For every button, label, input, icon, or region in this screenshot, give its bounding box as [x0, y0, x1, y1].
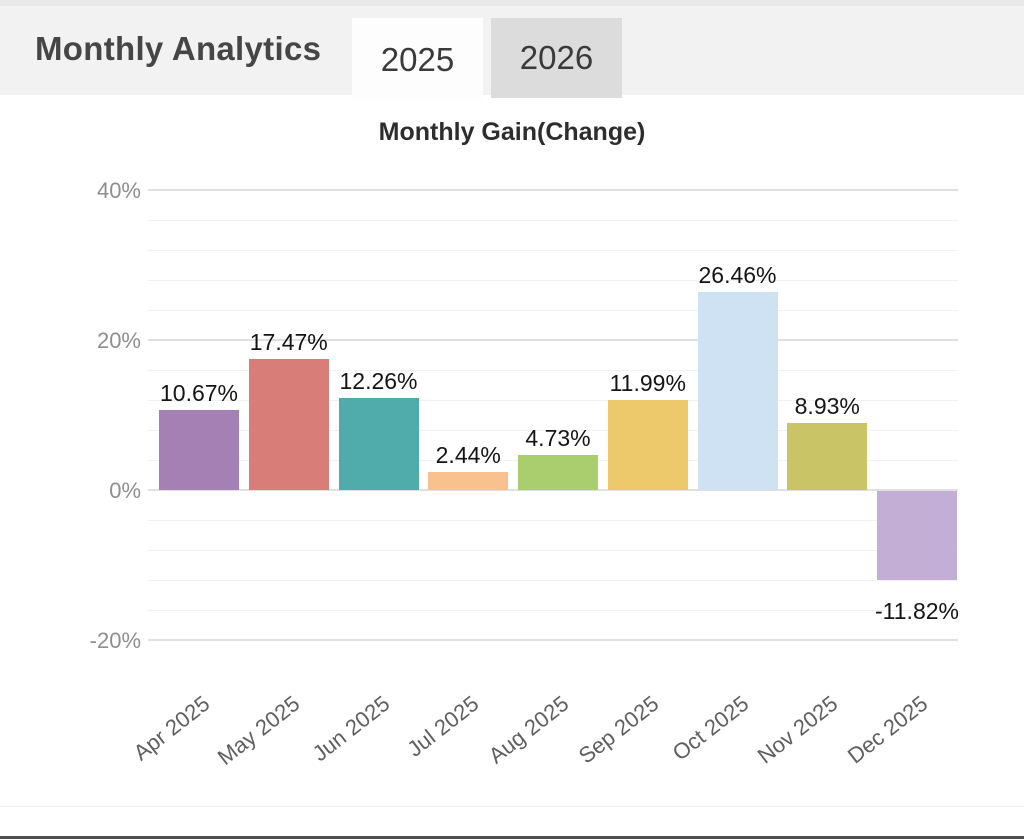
bar-value-label: 26.46%: [698, 261, 777, 288]
chart-title: Monthly Gain(Change): [378, 118, 646, 146]
gridline-minor: [148, 550, 958, 551]
bar-value-label: 10.67%: [159, 379, 238, 406]
bar-apr-2025[interactable]: [159, 409, 239, 490]
bottom-bar: [0, 836, 1024, 839]
y-axis-tick-label: -20%: [89, 628, 141, 653]
gridline-minor: [148, 430, 958, 431]
gridline-major: [148, 489, 958, 491]
bar-value-label: 4.73%: [525, 424, 591, 451]
gridline-minor: [148, 310, 958, 311]
bar-jun-2025[interactable]: [338, 398, 419, 490]
tab-2025[interactable]: 2025: [352, 18, 483, 101]
y-axis-tick-label: 20%: [96, 328, 141, 353]
gridline-minor: [148, 250, 958, 251]
gridline-minor: [148, 400, 958, 401]
y-axis-tick-label: 0%: [109, 478, 141, 503]
bar-nov-2025[interactable]: [787, 423, 868, 490]
bar-value-label: -11.82%: [875, 597, 959, 624]
bar-value-label: 2.44%: [435, 441, 501, 468]
gridline-minor: [148, 610, 958, 611]
gridline-minor: [148, 580, 958, 581]
tab-2026[interactable]: 2026: [491, 18, 622, 98]
page-title: Monthly Analytics: [35, 30, 322, 67]
gridline-minor: [148, 520, 958, 521]
bar-oct-2025[interactable]: [697, 291, 778, 490]
bar-sep-2025[interactable]: [607, 400, 688, 490]
gridline-minor: [148, 370, 958, 371]
bar-may-2025[interactable]: [248, 358, 329, 490]
header: Monthly Analytics 2025 2026: [0, 0, 1024, 101]
bar-jul-2025[interactable]: [428, 471, 509, 490]
bar-dec-2025[interactable]: [877, 491, 957, 580]
bar-value-label: 17.47%: [249, 328, 328, 355]
bar-aug-2025[interactable]: [518, 454, 598, 490]
bar-value-label: 12.26%: [339, 368, 418, 395]
bar-value-label: 8.93%: [794, 393, 860, 420]
bar-value-label: 11.99%: [609, 370, 686, 397]
y-axis-tick-label: 40%: [96, 178, 141, 203]
gridline-major: [148, 639, 958, 641]
gridline-minor: [148, 280, 958, 281]
bottom-divider: [0, 806, 1024, 807]
gridline-major: [148, 189, 958, 191]
gridline-minor: [148, 220, 958, 221]
gridline-major: [148, 339, 958, 341]
